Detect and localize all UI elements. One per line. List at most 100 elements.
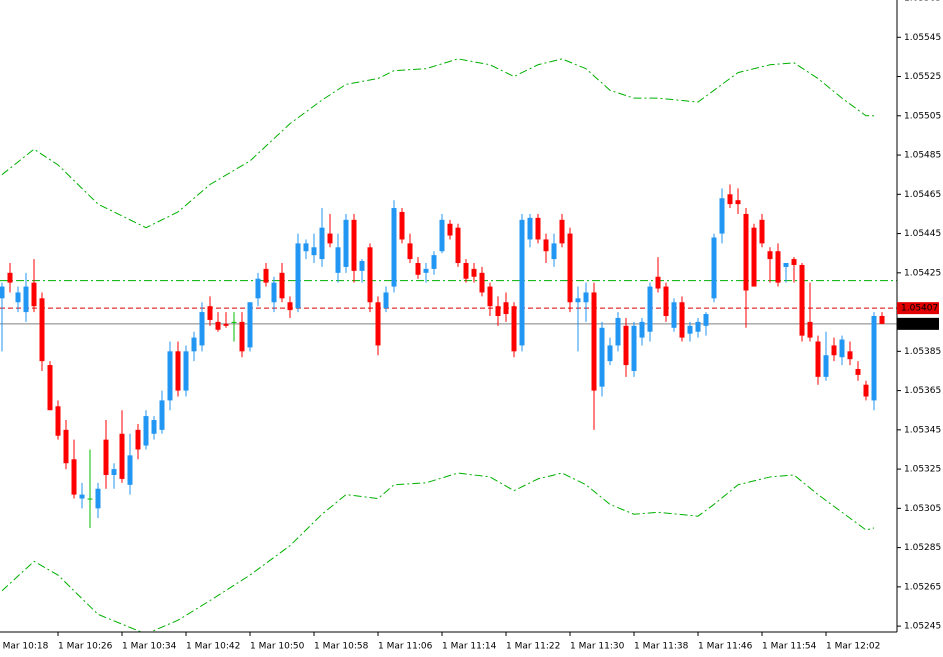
candle-body (607, 345, 613, 362)
candle-body (407, 243, 413, 260)
candle-body (647, 286, 653, 332)
candle-body (183, 351, 189, 391)
candle-body (167, 351, 173, 401)
candle-body (23, 286, 29, 313)
candle-body (303, 243, 309, 252)
candle-body (351, 219, 357, 271)
candle-body (807, 321, 813, 338)
y-tick-label: 1.05445 (904, 229, 941, 239)
y-tick-label: 1.05425 (904, 268, 941, 278)
candle-body (695, 321, 701, 332)
candle-body (335, 247, 341, 273)
price-tag (897, 302, 939, 315)
x-tick-label: 1 Mar 11:54 (762, 642, 817, 652)
candle-body (367, 247, 373, 303)
candle-body (263, 268, 269, 283)
candle-body (615, 317, 621, 346)
candle-body (375, 302, 381, 346)
candle-body (471, 268, 477, 277)
candle-body (575, 298, 581, 303)
candle-body (623, 325, 629, 366)
candle-body (31, 282, 37, 307)
candle-body (231, 321, 237, 323)
candle-body (839, 339, 845, 358)
candle-body (751, 227, 757, 287)
candle-body (159, 400, 165, 430)
y-tick-label: 1.05485 (904, 151, 941, 161)
candle-body (79, 494, 85, 499)
candle-body (479, 272, 485, 293)
candle-body (255, 278, 261, 299)
candle-body (535, 217, 541, 240)
x-tick-label: 1 Mar 11:46 (698, 642, 753, 652)
x-tick-label: 1 Mar 10:34 (122, 642, 177, 652)
candle-body (495, 306, 501, 316)
candle-body (71, 459, 77, 495)
y-tick-label: 1.05245 (904, 622, 941, 632)
candle-body (727, 194, 733, 205)
candle-body (191, 337, 197, 352)
candle-body (143, 416, 149, 446)
candle-body (455, 227, 461, 264)
candle-body (719, 198, 725, 234)
candle-body (151, 420, 157, 434)
candle-body (95, 488, 101, 509)
candle-body (383, 292, 389, 309)
candle-body (759, 219, 765, 244)
candle-body (487, 286, 493, 307)
candle-body (511, 306, 517, 352)
candle-body (175, 351, 181, 391)
candle-body (703, 314, 709, 326)
candle-body (119, 433, 125, 479)
candle-body (287, 302, 293, 311)
candle-body (247, 302, 253, 348)
candle-body (847, 351, 853, 360)
candle-body (359, 261, 365, 271)
candle-body (87, 498, 93, 500)
candle-body (527, 217, 533, 240)
candle-body (591, 292, 597, 391)
candle-body (663, 286, 669, 316)
candle-body (775, 251, 781, 283)
y-tick-label: 1.05385 (904, 347, 941, 357)
candle-body (799, 264, 805, 336)
candle-body (583, 292, 589, 303)
candle-body (671, 302, 677, 328)
candle-body (791, 259, 797, 265)
y-tick-label: 1.05325 (904, 465, 941, 475)
y-tick-label: 1.05265 (904, 582, 941, 592)
candle-body (463, 263, 469, 279)
candle-body (55, 406, 61, 436)
candle-body (279, 272, 285, 299)
y-tick-label: 1.05345 (904, 425, 941, 435)
candle-body (687, 325, 693, 334)
y-tick-label: 1.05365 (904, 386, 941, 396)
candle-body (423, 268, 429, 273)
candle-body (431, 255, 437, 269)
candle-body (735, 200, 741, 205)
candle-body (559, 219, 565, 244)
x-tick-label: 1 Mar 10:58 (314, 642, 369, 652)
candle-body (767, 251, 773, 260)
candle-body (0, 286, 5, 299)
x-tick-label: 1 Mar 10:42 (186, 642, 240, 652)
candle-body (631, 325, 637, 371)
candle-body (743, 213, 749, 291)
y-tick-label: 1.05525 (904, 72, 941, 82)
x-tick-label: 1 Mar 11:30 (570, 642, 625, 652)
candle-body (567, 233, 573, 303)
candle-body (831, 345, 837, 356)
candle-body (679, 302, 685, 338)
x-tick-label: 1 Mar 10:18 (0, 642, 49, 652)
candle-body (391, 208, 397, 287)
band-upper (1, 58, 874, 229)
candle-body (103, 439, 109, 475)
candle-body (855, 368, 861, 375)
candle-body (311, 247, 317, 256)
candle-body (543, 239, 549, 252)
price-tag-label: 1.05407 (901, 304, 938, 314)
candle-body (39, 298, 45, 362)
candle-body (319, 227, 325, 260)
candle-body (7, 272, 13, 283)
candle-body (551, 243, 557, 260)
